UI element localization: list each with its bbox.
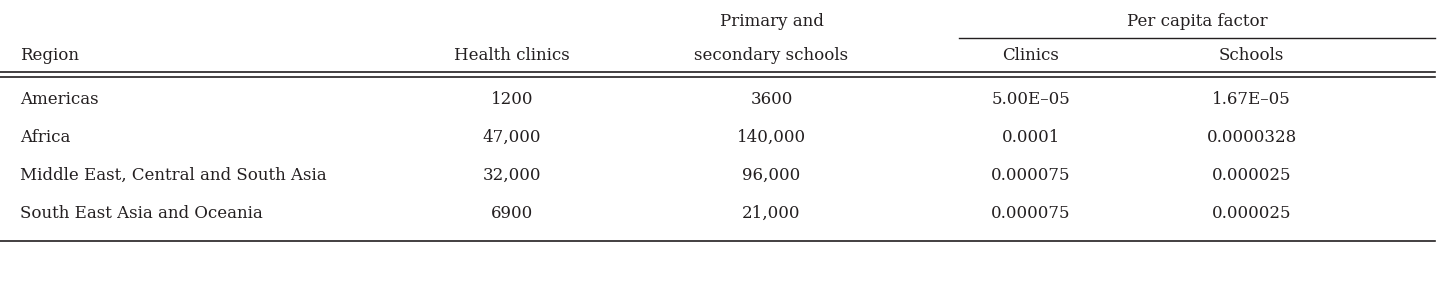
Text: Schools: Schools xyxy=(1218,47,1285,65)
Text: 0.0000328: 0.0000328 xyxy=(1207,129,1296,145)
Text: 0.000025: 0.000025 xyxy=(1211,166,1292,184)
Text: 21,000: 21,000 xyxy=(743,204,800,222)
Text: 5.00E–05: 5.00E–05 xyxy=(992,91,1070,107)
Text: 0.000025: 0.000025 xyxy=(1211,204,1292,222)
Text: Primary and: Primary and xyxy=(720,13,823,31)
Text: 140,000: 140,000 xyxy=(737,129,806,145)
Text: 32,000: 32,000 xyxy=(483,166,541,184)
Text: 0.000075: 0.000075 xyxy=(991,166,1071,184)
Text: 47,000: 47,000 xyxy=(483,129,541,145)
Text: 0.0001: 0.0001 xyxy=(1002,129,1060,145)
Text: Health clinics: Health clinics xyxy=(454,47,570,65)
Text: Region: Region xyxy=(20,47,79,65)
Text: Middle East, Central and South Asia: Middle East, Central and South Asia xyxy=(20,166,327,184)
Text: Americas: Americas xyxy=(20,91,99,107)
Text: 96,000: 96,000 xyxy=(743,166,800,184)
Text: 3600: 3600 xyxy=(750,91,793,107)
Text: South East Asia and Oceania: South East Asia and Oceania xyxy=(20,204,262,222)
Text: Clinics: Clinics xyxy=(1002,47,1060,65)
Text: 6900: 6900 xyxy=(490,204,534,222)
Text: 1200: 1200 xyxy=(490,91,534,107)
Text: 1.67E–05: 1.67E–05 xyxy=(1213,91,1291,107)
Text: 0.000075: 0.000075 xyxy=(991,204,1071,222)
Text: Africa: Africa xyxy=(20,129,71,145)
Text: secondary schools: secondary schools xyxy=(695,47,848,65)
Text: Per capita factor: Per capita factor xyxy=(1126,13,1268,31)
